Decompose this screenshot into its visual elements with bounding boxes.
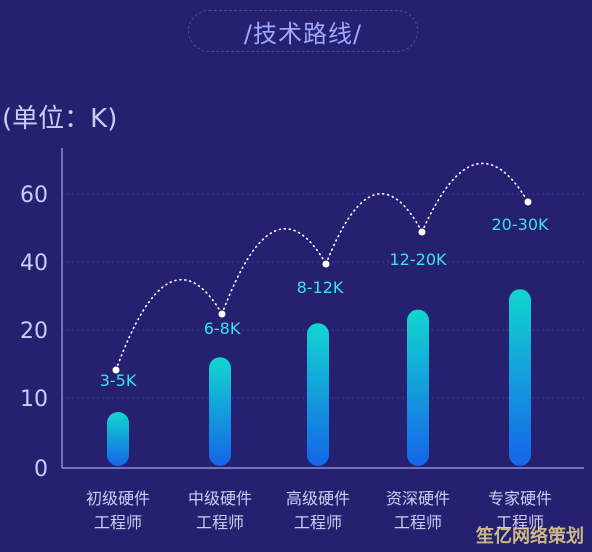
value-label: 3-5K <box>100 371 137 390</box>
x-tick-label: 工程师 <box>394 513 442 532</box>
y-tick-label: 40 <box>20 251 48 276</box>
bar <box>307 323 329 466</box>
connector-arc <box>421 162 529 233</box>
bar <box>209 357 231 466</box>
chart-title: /技术路线/ <box>188 10 418 52</box>
connector-arc <box>221 228 327 315</box>
arc-layer <box>112 162 532 374</box>
x-tick-label: 工程师 <box>94 513 142 532</box>
x-tick-label: 工程师 <box>196 513 244 532</box>
x-tick-label: 初级硬件 <box>86 489 150 508</box>
value-label: 20-30K <box>492 215 549 234</box>
value-label: 6-8K <box>204 319 241 338</box>
axis-layer: 0 10 20 40 60 <box>20 148 584 482</box>
x-tick-label: 工程师 <box>496 513 544 532</box>
bar-layer <box>107 289 531 466</box>
marker-dot <box>524 198 532 206</box>
y-tick-label: 10 <box>20 387 48 412</box>
y-tick-label: 20 <box>20 319 48 344</box>
x-tick-label: 资深硬件 <box>386 489 450 508</box>
value-label: 8-12K <box>297 278 344 297</box>
x-tick-label: 中级硬件 <box>188 489 252 508</box>
marker-dot <box>418 228 426 236</box>
marker-dot <box>112 366 120 374</box>
watermark: 笙亿网络策划 <box>476 526 584 547</box>
y-tick-label: 0 <box>34 457 48 482</box>
x-tick-label: 高级硬件 <box>286 489 350 508</box>
bar <box>107 412 129 466</box>
bar <box>407 309 429 466</box>
connector-arc <box>115 278 223 371</box>
y-tick-label: 60 <box>20 183 48 208</box>
marker-dot <box>322 260 330 268</box>
value-label: 12-20K <box>390 250 447 269</box>
connector-arc <box>325 193 423 265</box>
marker-dot <box>218 310 226 318</box>
bar <box>509 289 531 466</box>
x-tick-label: 专家硬件 <box>488 489 552 508</box>
unit-label: (单位：K) <box>2 104 118 134</box>
x-tick-label: 工程师 <box>294 513 342 532</box>
